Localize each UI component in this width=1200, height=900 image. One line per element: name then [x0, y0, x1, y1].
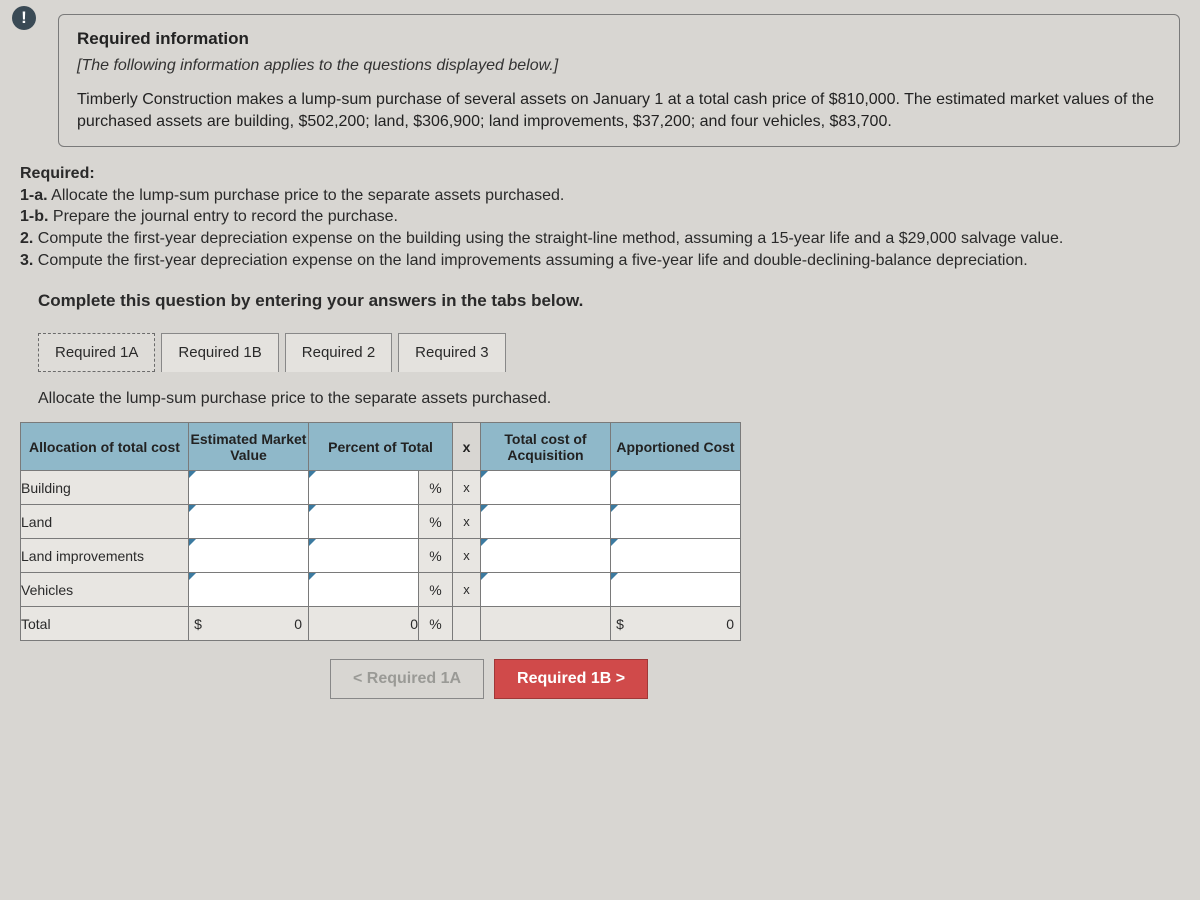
tab-required-3[interactable]: Required 3 [398, 333, 505, 372]
th-apportioned: Apportioned Cost [611, 423, 741, 471]
apportioned-input[interactable] [611, 471, 741, 505]
tab-required-2[interactable]: Required 2 [285, 333, 392, 372]
info-box: Required information [The following info… [58, 14, 1180, 147]
info-title: Required information [77, 29, 1161, 49]
row-label: Land [21, 505, 189, 539]
total-cost-input[interactable] [481, 539, 611, 573]
alert-icon: ! [12, 6, 36, 30]
table-row-total: Total$00%$0 [21, 607, 741, 641]
mult-symbol: x [453, 539, 481, 573]
mult-symbol: x [453, 573, 481, 607]
market-value-input[interactable] [189, 539, 309, 573]
table-row: Land improvements%x [21, 539, 741, 573]
nav-prev-button: < Required 1A [330, 659, 484, 699]
total-cost-input[interactable] [481, 471, 611, 505]
row-label: Total [21, 607, 189, 641]
th-allocation: Allocation of total cost [21, 423, 189, 471]
table-row: Vehicles%x [21, 573, 741, 607]
th-mult: x [453, 423, 481, 471]
table-row: Land%x [21, 505, 741, 539]
mult-symbol: x [453, 471, 481, 505]
total-market-value: $0 [189, 607, 309, 641]
total-cost-input[interactable] [481, 573, 611, 607]
percent-input[interactable] [309, 573, 419, 607]
row-label: Land improvements [21, 539, 189, 573]
total-apportioned: $0 [611, 607, 741, 641]
percent-input[interactable] [309, 471, 419, 505]
instruction: Complete this question by entering your … [38, 291, 1180, 311]
apportioned-input[interactable] [611, 505, 741, 539]
total-percent: 0 [309, 607, 419, 641]
percent-symbol: % [419, 539, 453, 573]
allocation-table: Allocation of total cost Estimated Marke… [20, 422, 741, 641]
tabs: Required 1A Required 1B Required 2 Requi… [38, 333, 1190, 372]
tab-required-1b[interactable]: Required 1B [161, 333, 278, 372]
percent-symbol: % [419, 607, 453, 641]
market-value-input[interactable] [189, 505, 309, 539]
table-row: Building%x [21, 471, 741, 505]
total-cost-cell [481, 607, 611, 641]
nav-next-button[interactable]: Required 1B > [494, 659, 648, 699]
info-italic: [The following information applies to th… [77, 57, 1161, 75]
apportioned-input[interactable] [611, 539, 741, 573]
info-body: Timberly Construction makes a lump-sum p… [77, 89, 1161, 132]
mult-symbol [453, 607, 481, 641]
percent-input[interactable] [309, 505, 419, 539]
percent-input[interactable] [309, 539, 419, 573]
row-label: Building [21, 471, 189, 505]
market-value-input[interactable] [189, 573, 309, 607]
apportioned-input[interactable] [611, 573, 741, 607]
mult-symbol: x [453, 505, 481, 539]
required-item: 3. Compute the first-year depreciation e… [20, 250, 1180, 272]
tab-instruction: Allocate the lump-sum purchase price to … [38, 390, 1180, 408]
tab-required-1a[interactable]: Required 1A [38, 333, 155, 372]
th-total-cost: Total cost of Acquisition [481, 423, 611, 471]
percent-symbol: % [419, 573, 453, 607]
th-percent: Percent of Total [309, 423, 453, 471]
required-block: Required: 1-a. Allocate the lump-sum pur… [20, 163, 1180, 271]
total-cost-input[interactable] [481, 505, 611, 539]
row-label: Vehicles [21, 573, 189, 607]
required-item: 1-b. Prepare the journal entry to record… [20, 206, 1180, 228]
percent-symbol: % [419, 471, 453, 505]
th-market-value: Estimated Market Value [189, 423, 309, 471]
required-item: 2. Compute the first-year depreciation e… [20, 228, 1180, 250]
required-item: 1-a. Allocate the lump-sum purchase pric… [20, 185, 1180, 207]
required-heading: Required: [20, 165, 95, 182]
percent-symbol: % [419, 505, 453, 539]
market-value-input[interactable] [189, 471, 309, 505]
